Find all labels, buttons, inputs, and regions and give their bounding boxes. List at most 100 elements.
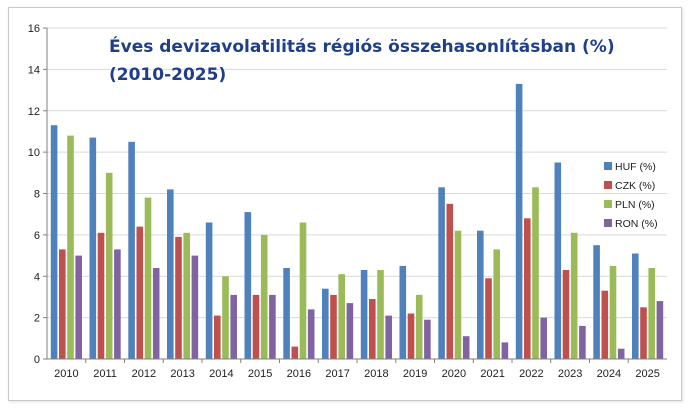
legend-swatch <box>604 162 612 170</box>
bar-ron-2010 <box>75 255 82 359</box>
bar-czk-2020 <box>446 203 454 359</box>
bar-huf-2021 <box>477 230 484 359</box>
chart-frame: 0 2 4 6 8 10 12 14 16 2010 2011 2012 2013 2014 2015 20… <box>8 7 682 401</box>
bar-ron-2021 <box>501 342 509 359</box>
bars <box>50 83 664 360</box>
x-tick-label: 2013 <box>170 368 194 380</box>
bar-pln-2013 <box>183 232 190 359</box>
bar-huf-2022 <box>515 83 523 360</box>
x-tick-label: 2024 <box>597 368 621 380</box>
bar-pln-2023 <box>570 232 578 359</box>
bar-huf-2019 <box>399 265 407 359</box>
bar-czk-2019 <box>407 313 415 359</box>
bar-pln-2022 <box>532 187 539 359</box>
bar-pln-2020 <box>454 230 462 359</box>
chart-title-line-1: Éves devizavolatilitás régiós összehason… <box>109 35 615 57</box>
legend-swatch <box>604 200 612 208</box>
bar-czk-2025 <box>640 307 647 359</box>
bar-czk-2014 <box>214 315 221 359</box>
bar-pln-2015 <box>260 234 268 359</box>
bar-ron-2016 <box>307 309 315 359</box>
bar-huf-2018 <box>360 270 368 359</box>
x-tick-label: 2011 <box>93 368 117 380</box>
y-tick-label: 12 <box>28 106 40 118</box>
bar-ron-2013 <box>191 255 199 359</box>
bar-pln-2010 <box>67 135 74 359</box>
bar-czk-2022 <box>524 218 531 359</box>
bar-huf-2011 <box>89 137 97 359</box>
y-tick-label: 6 <box>34 230 40 242</box>
bar-ron-2025 <box>656 301 664 359</box>
bar-ron-2015 <box>269 294 276 359</box>
bar-pln-2018 <box>377 270 384 359</box>
y-tick-label: 0 <box>34 354 40 366</box>
x-tick-label: 2020 <box>442 368 466 380</box>
bar-ron-2024 <box>617 348 625 359</box>
bar-ron-2019 <box>424 319 431 359</box>
bar-ron-2012 <box>152 268 160 359</box>
legend-label: HUF (%) <box>615 161 656 173</box>
bar-pln-2025 <box>648 268 655 359</box>
bar-ron-2017 <box>346 303 354 359</box>
x-tick-labels: 2010 2011 2012 2013 2014 2015 2016 2017 2018 2019… <box>54 359 660 380</box>
bar-huf-2023 <box>554 162 562 359</box>
bar-czk-2024 <box>601 290 609 359</box>
x-tick-label: 2017 <box>325 368 349 380</box>
bar-pln-2014 <box>222 276 229 360</box>
legend-label: PLN (%) <box>615 199 655 211</box>
bar-czk-2017 <box>330 294 337 359</box>
x-tick-label: 2018 <box>364 368 388 380</box>
bar-huf-2015 <box>244 212 252 359</box>
bar-pln-2021 <box>493 249 500 359</box>
bar-huf-2016 <box>283 268 290 359</box>
bar-czk-2021 <box>485 278 492 359</box>
bar-czk-2016 <box>291 346 299 359</box>
x-tick-label: 2022 <box>519 368 543 380</box>
x-tick-label: 2016 <box>287 368 311 380</box>
bar-czk-2013 <box>175 236 182 359</box>
y-tick-labels: 0 2 4 6 8 10 12 14 16 <box>28 23 47 366</box>
bar-huf-2010 <box>50 125 58 359</box>
bar-ron-2020 <box>462 336 470 359</box>
bar-ron-2011 <box>114 249 121 359</box>
bar-huf-2025 <box>632 253 639 359</box>
x-tick-label: 2021 <box>480 368 504 380</box>
x-tick-label: 2025 <box>635 368 659 380</box>
bar-huf-2024 <box>593 245 600 359</box>
bar-pln-2011 <box>105 172 113 359</box>
legend-label: CZK (%) <box>615 180 655 192</box>
bar-czk-2015 <box>252 294 260 359</box>
bar-pln-2012 <box>144 197 152 359</box>
bar-ron-2014 <box>230 294 237 359</box>
bar-ron-2018 <box>385 315 392 359</box>
x-tick-label: 2010 <box>54 368 78 380</box>
y-tick-label: 10 <box>28 147 40 159</box>
bar-czk-2018 <box>369 299 376 359</box>
legend: HUF (%) CZK (%) PLN (%) RON (%) <box>604 161 658 230</box>
bar-pln-2024 <box>609 265 617 359</box>
bar-huf-2013 <box>167 189 174 359</box>
bar-czk-2023 <box>562 270 570 359</box>
bar-ron-2022 <box>540 317 547 359</box>
chart-title-line-2: (2010-2025) <box>109 65 226 85</box>
bar-pln-2019 <box>415 294 423 359</box>
x-tick-label: 2023 <box>558 368 582 380</box>
y-tick-label: 8 <box>34 189 40 201</box>
x-tick-label: 2015 <box>248 368 272 380</box>
bar-huf-2017 <box>322 288 329 359</box>
bar-huf-2014 <box>205 222 213 359</box>
legend-swatch <box>604 219 612 227</box>
bar-huf-2012 <box>128 141 135 359</box>
x-tick-label: 2019 <box>403 368 427 380</box>
bar-czk-2010 <box>59 249 66 359</box>
bar-ron-2023 <box>579 325 586 359</box>
y-tick-label: 4 <box>34 271 40 283</box>
bar-czk-2012 <box>136 226 144 359</box>
legend-label: RON (%) <box>615 218 658 230</box>
y-tick-label: 16 <box>28 23 40 35</box>
x-tick-label: 2014 <box>209 368 233 380</box>
legend-swatch <box>604 181 612 189</box>
bar-huf-2020 <box>438 187 445 359</box>
y-tick-label: 2 <box>34 313 40 325</box>
